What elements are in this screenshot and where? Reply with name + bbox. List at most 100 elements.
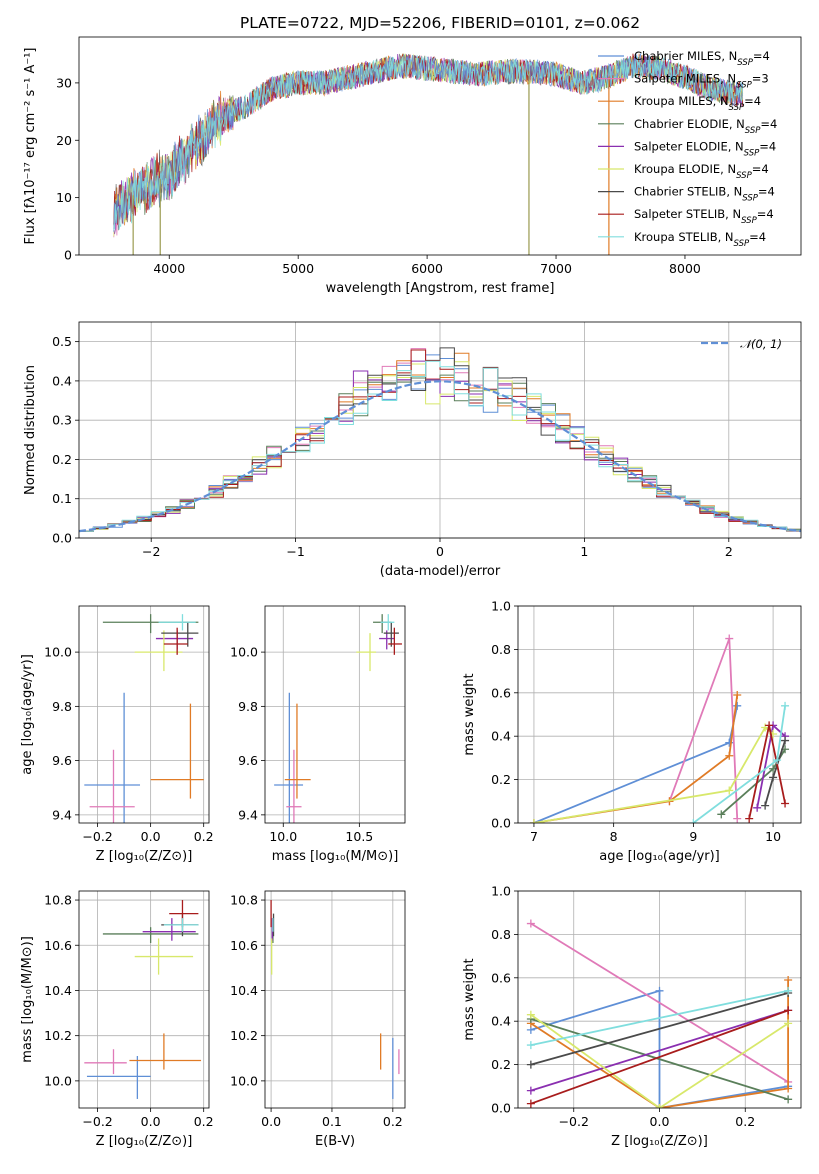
spectrum-series-9 [113, 54, 744, 231]
x-tick-label: 0.0 [650, 1114, 670, 1129]
legend-subscript: SSP [729, 103, 745, 113]
x-axis-label: mass [log₁₀(M/M⊙)] [272, 849, 399, 864]
x-tick-label: 10.5 [345, 829, 373, 844]
mass-weight-line-series-8 [530, 1009, 789, 1105]
mass-weight-marker [773, 756, 782, 765]
legend-count: =4 [744, 94, 761, 108]
x-tick-label: −2 [142, 544, 160, 559]
mass-weight-line-series-7 [530, 992, 789, 1066]
x-tick-label: 0.2 [194, 829, 214, 844]
legend-entry: Salpeter STELIB, NSSP=4 [634, 207, 774, 226]
y-tick-label: 0 [64, 248, 72, 263]
x-tick-label: 10 [765, 829, 781, 844]
mass-weight-marker [717, 810, 726, 819]
y-axis-label: age [log₁₀(age/yr)] [20, 654, 35, 775]
legend-subscript: SSP [742, 194, 758, 204]
mass-weight-marker [689, 819, 698, 823]
legend-subscript: SSP [741, 216, 757, 226]
histogram-group [79, 347, 801, 533]
errorbar-group [274, 614, 402, 823]
y-tick-label: 10.4 [230, 983, 258, 998]
mass-weight-marker [769, 773, 778, 782]
axes-frame [78, 36, 802, 256]
y-tick-label: 9.8 [238, 699, 258, 714]
x-tick-label: 7000 [540, 261, 572, 276]
x-tick-label: 2 [725, 544, 733, 559]
legend-entry: Chabrier STELIB, NSSP=4 [634, 185, 775, 204]
mass-weight-line-series-3 [533, 694, 739, 823]
y-tick-label: 9.8 [52, 699, 72, 714]
x-tick-label: 5000 [282, 261, 314, 276]
mass-weight-line-series-9 [530, 989, 789, 1046]
x-axis-label: Z [log₁₀(Z/Z⊙)] [96, 1134, 193, 1149]
mass-weight-marker [655, 986, 664, 995]
x-tick-label: 9 [689, 829, 697, 844]
x-tick-label: 10.0 [269, 829, 297, 844]
x-tick-label: 0 [436, 544, 444, 559]
y-tick-label: 10.2 [230, 1028, 258, 1043]
x-axis-label: (data-model)/error [380, 564, 501, 579]
x-tick-label: 8 [610, 829, 618, 844]
x-axis-label: wavelength [Angstrom, rest frame] [326, 281, 555, 296]
y-tick-label: 0.6 [491, 685, 511, 700]
y-tick-label: 0.5 [52, 334, 72, 349]
axes-frame [517, 890, 802, 1109]
legend-gaussian-label: 𝒩(0, 1) [740, 337, 782, 351]
mass-weight-line-series-1 [530, 989, 789, 1108]
mass-weight-group [526, 919, 793, 1108]
axes-frame [264, 890, 406, 1109]
y-tick-label: 0.2 [52, 452, 72, 467]
y-tick-label: 0.6 [491, 970, 511, 985]
y-tick-label: 1.0 [491, 599, 511, 614]
x-tick-label: 6000 [411, 261, 443, 276]
legend-entry: Chabrier ELODIE, NSSP=4 [634, 117, 777, 136]
mass-weight-marker [725, 751, 734, 760]
mass-weight-marker [733, 701, 742, 710]
legend-subscript: SSP [737, 58, 753, 68]
x-axis-label: age [log₁₀(age/yr)] [599, 849, 720, 864]
axes-frame [517, 605, 802, 824]
mass-weight-marker [733, 814, 742, 823]
y-tick-label: 10.4 [44, 983, 72, 998]
mass-weight-marker [526, 1010, 535, 1019]
x-tick-label: 0.0 [141, 829, 161, 844]
y-tick-label: 0.4 [491, 1014, 511, 1029]
mass-weight-marker [781, 736, 790, 745]
axes-3 [261, 606, 405, 827]
mass-weight-marker [761, 801, 770, 810]
x-tick-label: 0.2 [735, 1114, 755, 1129]
mass-weight-line-series-9 [692, 705, 786, 823]
axes-0 [75, 82, 686, 259]
legend-count: =4 [759, 139, 776, 153]
x-tick-label: 0.2 [194, 1114, 214, 1129]
legend-subscript: SSP [736, 81, 752, 91]
mass-weight-marker [784, 1095, 793, 1104]
axes-frame [78, 321, 802, 539]
x-tick-label: 8000 [669, 261, 701, 276]
axes-5 [75, 891, 209, 1112]
legend-count: =4 [749, 230, 766, 244]
y-tick-label: 0.0 [52, 531, 72, 546]
gaussian-curve [79, 380, 801, 533]
mass-weight-line-series-3 [530, 980, 789, 1108]
legend-entry: Kroupa ELODIE, NSSP=4 [634, 162, 769, 181]
legend-count: =4 [757, 207, 774, 221]
errorbar-group [84, 900, 202, 1099]
y-tick-label: 10.8 [44, 893, 72, 908]
axes-frame [78, 605, 210, 824]
y-axis-label: Flux [fλ10⁻¹⁷ erg cm⁻² s⁻¹ A⁻¹] [23, 48, 38, 245]
mass-weight-marker [784, 1006, 793, 1015]
x-tick-label: 0.0 [141, 1114, 161, 1129]
axes-6 [261, 891, 405, 1112]
legend-entry: Kroupa STELIB, NSSP=4 [634, 230, 766, 249]
y-tick-label: 10.0 [230, 1073, 258, 1088]
mass-weight-marker [753, 803, 762, 812]
y-tick-label: 9.4 [238, 807, 258, 822]
x-tick-label: −0.2 [82, 829, 112, 844]
legend-count: =4 [760, 117, 777, 131]
y-tick-label: 20 [56, 133, 72, 148]
legend-count: =4 [753, 49, 770, 63]
axes-4 [514, 605, 801, 827]
y-tick-label: 10 [56, 190, 72, 205]
